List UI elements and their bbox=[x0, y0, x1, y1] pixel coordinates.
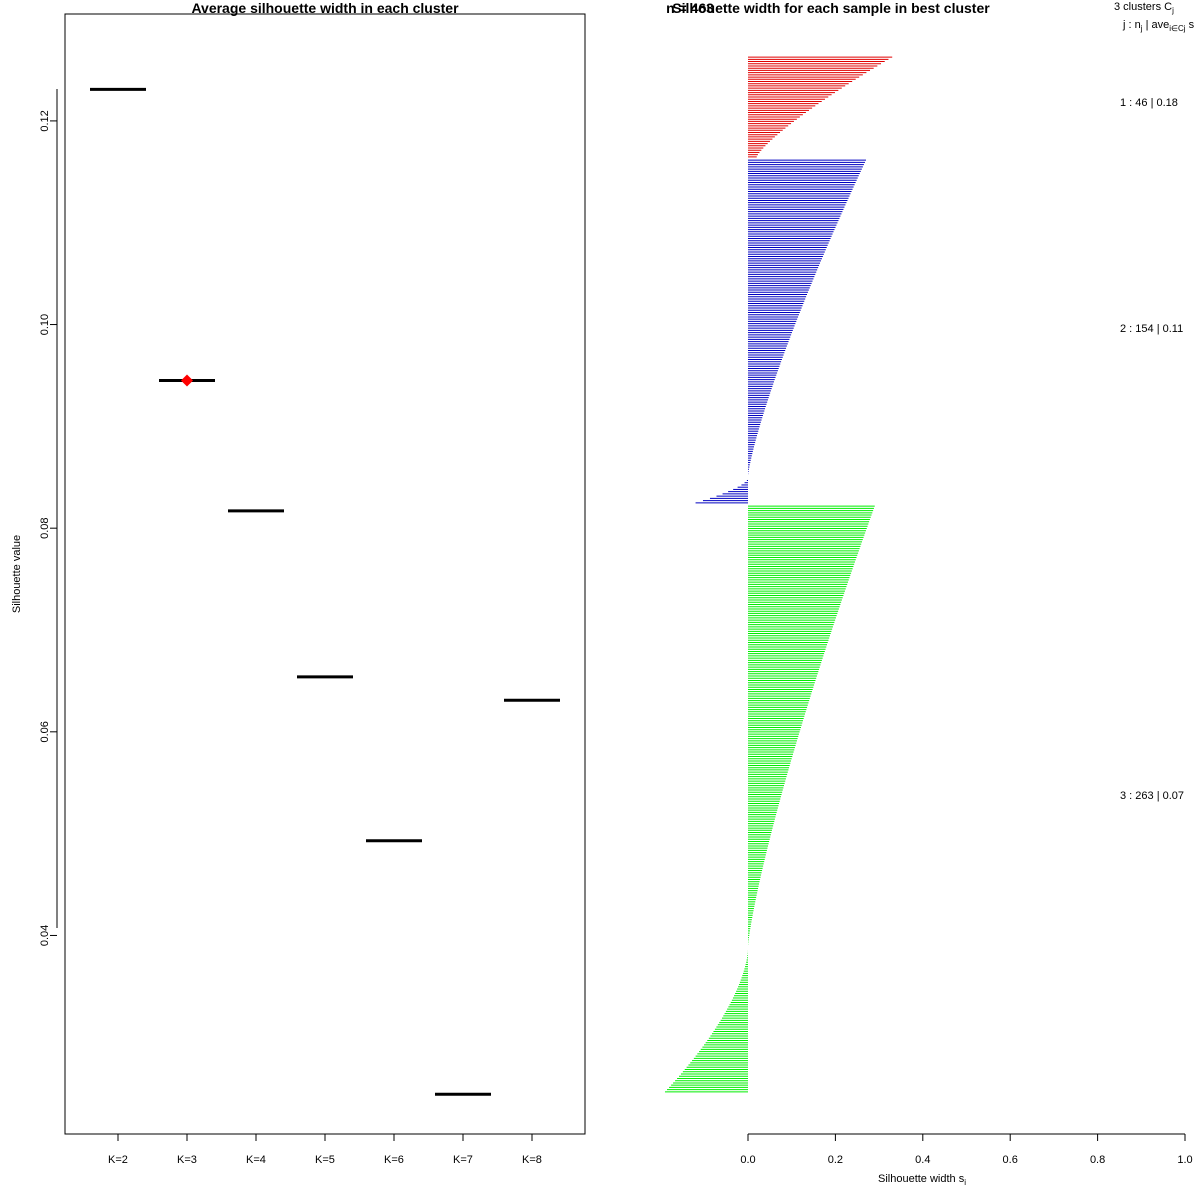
legend-header: 3 clusters Cj j : nj | avei∈Cj s bbox=[1114, 1, 1195, 33]
silhouette-bars bbox=[664, 56, 893, 1093]
right-title-overlap: n = 463 bbox=[666, 0, 714, 16]
best-k-marker bbox=[181, 374, 193, 387]
right-x-tick-label: 0.8 bbox=[1090, 1154, 1105, 1166]
right-x-axis: 0.0 0.2 0.4 0.6 0.8 1.0 bbox=[740, 1133, 1193, 1166]
left-chart-title: Average silhouette width in each cluster bbox=[191, 0, 459, 16]
left-plot-box bbox=[64, 13, 586, 1135]
cluster-summary-label: 1 : 46 | 0.18 bbox=[1120, 97, 1178, 109]
left-y-tick-label: 0.04 bbox=[39, 925, 51, 946]
right-x-tick-label: 0.6 bbox=[1003, 1154, 1018, 1166]
left-x-tick-label: K=2 bbox=[108, 1154, 128, 1166]
right-x-tick-label: 0.2 bbox=[828, 1154, 843, 1166]
left-x-tick-label: K=7 bbox=[453, 1154, 473, 1166]
cluster-summary-labels: 1 : 46 | 0.18 2 : 154 | 0.11 3 : 263 | 0.0… bbox=[1120, 97, 1184, 802]
left-x-tick-label: K=8 bbox=[522, 1154, 542, 1166]
left-x-axis: K=2 K=3 K=4 K=5 K=6 K=7 K=8 bbox=[108, 1133, 542, 1166]
sample-silhouette-panel: Silhouette width for each sample in best… bbox=[664, 0, 1195, 1187]
left-y-tick-label: 0.10 bbox=[39, 314, 51, 335]
right-chart-title: Silhouette width for each sample in best… bbox=[672, 0, 990, 16]
legend-header-line2: j : nj | avei∈Cj s bbox=[1122, 19, 1195, 33]
left-y-tick-label: 0.06 bbox=[39, 721, 51, 742]
avg-silhouette-marks bbox=[90, 87, 560, 1096]
left-x-tick-label: K=5 bbox=[315, 1154, 335, 1166]
right-x-tick-label: 0.4 bbox=[915, 1154, 930, 1166]
legend-header-line1: 3 clusters Cj bbox=[1114, 1, 1174, 15]
left-y-tick-label: 0.12 bbox=[39, 110, 51, 131]
left-x-tick-label: K=4 bbox=[246, 1154, 266, 1166]
left-x-tick-label: K=6 bbox=[384, 1154, 404, 1166]
left-x-tick-label: K=3 bbox=[177, 1154, 197, 1166]
cluster-summary-label: 2 : 154 | 0.11 bbox=[1120, 323, 1183, 335]
right-x-tick-label: 0.0 bbox=[740, 1154, 755, 1166]
cluster-summary-label: 3 : 263 | 0.07 bbox=[1120, 790, 1184, 802]
left-y-tick-label: 0.08 bbox=[39, 517, 51, 538]
right-x-axis-label: Silhouette width si bbox=[878, 1173, 966, 1187]
avg-silhouette-panel: Average silhouette width in each cluster… bbox=[11, 0, 586, 1166]
left-y-axis-label: Silhouette value bbox=[11, 535, 23, 613]
right-x-tick-label: 1.0 bbox=[1177, 1154, 1192, 1166]
left-y-axis: 0.04 0.06 0.08 0.10 0.12 bbox=[39, 89, 58, 946]
